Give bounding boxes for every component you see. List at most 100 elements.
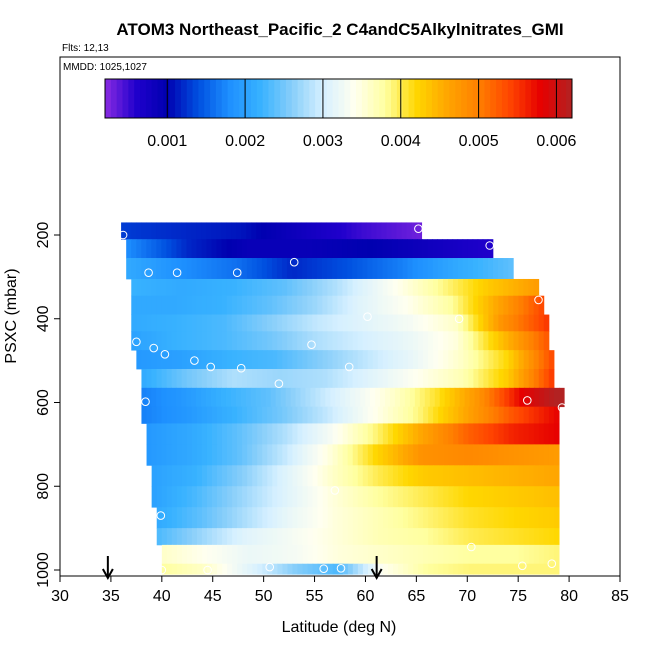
- heatmap-cell: [433, 331, 439, 351]
- heatmap-cell: [458, 528, 464, 546]
- heatmap-cell: [136, 331, 142, 351]
- heatmap-row: [131, 295, 545, 315]
- heatmap-cell: [196, 258, 203, 280]
- heatmap-cell: [246, 278, 253, 297]
- heatmap-cell: [554, 387, 560, 408]
- heatmap-cell: [533, 331, 540, 351]
- heatmap-cell: [282, 544, 289, 565]
- heatmap-cell: [438, 369, 444, 389]
- heatmap-cell: [196, 486, 203, 508]
- heatmap-cell: [327, 314, 334, 332]
- heatmap-cell: [352, 369, 359, 389]
- heatmap-cell: [312, 295, 318, 315]
- heatmap-cell: [136, 295, 142, 315]
- heatmap-cell: [272, 295, 278, 315]
- heatmap-cell: [433, 544, 439, 565]
- x-tick-label: 35: [102, 588, 120, 605]
- heatmap-cell: [428, 444, 434, 466]
- heatmap-cell: [206, 465, 213, 487]
- heatmap-cell: [297, 544, 304, 565]
- heatmap-cell: [523, 331, 530, 351]
- heatmap-cell: [246, 295, 253, 315]
- heatmap-cell: [216, 258, 223, 280]
- heatmap-cell: [285, 387, 292, 408]
- heatmap-cell: [528, 563, 535, 575]
- heatmap-cell: [176, 465, 183, 487]
- heatmap-cell: [433, 314, 439, 332]
- heatmap-cell: [433, 528, 439, 546]
- heatmap-cell: [292, 563, 299, 575]
- heatmap-cell: [161, 331, 168, 351]
- heatmap-cell: [397, 369, 404, 389]
- heatmap-cell: [161, 278, 168, 297]
- heatmap-cell: [302, 465, 309, 487]
- heatmap-cell: [216, 331, 223, 351]
- heatmap-cell: [322, 507, 329, 529]
- heatmap-cell: [518, 528, 525, 546]
- heatmap-cell: [433, 563, 439, 575]
- x-tick-label: 30: [51, 588, 69, 605]
- heatmap-cell: [141, 258, 147, 280]
- heatmap-cell: [206, 486, 213, 508]
- heatmap-cell: [191, 406, 198, 424]
- heatmap-cell: [538, 563, 545, 575]
- heatmap-cell: [473, 507, 480, 529]
- colorbar: 0.001 0.002 0.003 0.004 0.005 0.006: [104, 78, 577, 150]
- heatmap-cell: [528, 486, 535, 508]
- heatmap-cell: [483, 465, 490, 487]
- heatmap-cell: [473, 544, 480, 565]
- heatmap-cell: [201, 444, 208, 466]
- heatmap-cell: [257, 444, 263, 466]
- x-axis-label: Latitude (deg N): [282, 619, 397, 636]
- heatmap-cell: [473, 465, 480, 487]
- heatmap-cell: [342, 486, 349, 508]
- data-point: [265, 562, 275, 572]
- heatmap-cell: [543, 507, 550, 529]
- heatmap-cell: [237, 544, 243, 565]
- heatmap-cell: [463, 544, 470, 565]
- heatmap-cell: [251, 314, 258, 332]
- heatmap-cell: [230, 387, 237, 408]
- arrow-head: [101, 568, 114, 581]
- heatmap-cell: [297, 314, 303, 332]
- heatmap-cell: [360, 387, 366, 408]
- heatmap-cell: [267, 528, 273, 546]
- heatmap-cell: [508, 423, 515, 445]
- heatmap-cell: [356, 222, 362, 240]
- heatmap-cell: [332, 239, 338, 259]
- heatmap-cell: [382, 563, 389, 575]
- heatmap-cell: [161, 406, 168, 424]
- heatmap-cell: [201, 406, 208, 424]
- heatmap-cell: [267, 314, 273, 332]
- heatmap-cell: [257, 563, 263, 575]
- heatmap-cell: [317, 444, 324, 466]
- heatmap-cell: [402, 258, 409, 280]
- x-tick-label: 55: [306, 588, 324, 605]
- heatmap-cell: [372, 350, 379, 370]
- heatmap-cell: [307, 563, 314, 575]
- heatmap-cell: [171, 278, 178, 297]
- heatmap-cell: [227, 423, 233, 445]
- heatmap-cell: [391, 222, 398, 240]
- colorbar-swatch: [472, 79, 480, 118]
- heatmap-cell: [417, 239, 424, 259]
- heatmap-cell: [468, 350, 474, 370]
- heatmap-cell: [196, 314, 203, 332]
- colorbar-swatch: [461, 79, 468, 118]
- heatmap-cell: [482, 239, 489, 259]
- heatmap-cell: [498, 423, 505, 445]
- heatmap-cell: [367, 406, 374, 424]
- heatmap-cell: [267, 331, 273, 351]
- heatmap-cell: [171, 314, 178, 332]
- heatmap-cell: [523, 544, 530, 565]
- heatmap-cell: [407, 239, 413, 259]
- heatmap-cell: [286, 239, 293, 259]
- heatmap-cell: [357, 278, 364, 297]
- heatmap-cell: [262, 465, 268, 487]
- heatmap-cell: [402, 278, 409, 297]
- heatmap-cell: [236, 278, 243, 297]
- heatmap-cell: [503, 406, 510, 424]
- heatmap-cell: [386, 222, 393, 240]
- heatmap-cell: [538, 528, 545, 546]
- colorbar-swatch: [455, 79, 462, 118]
